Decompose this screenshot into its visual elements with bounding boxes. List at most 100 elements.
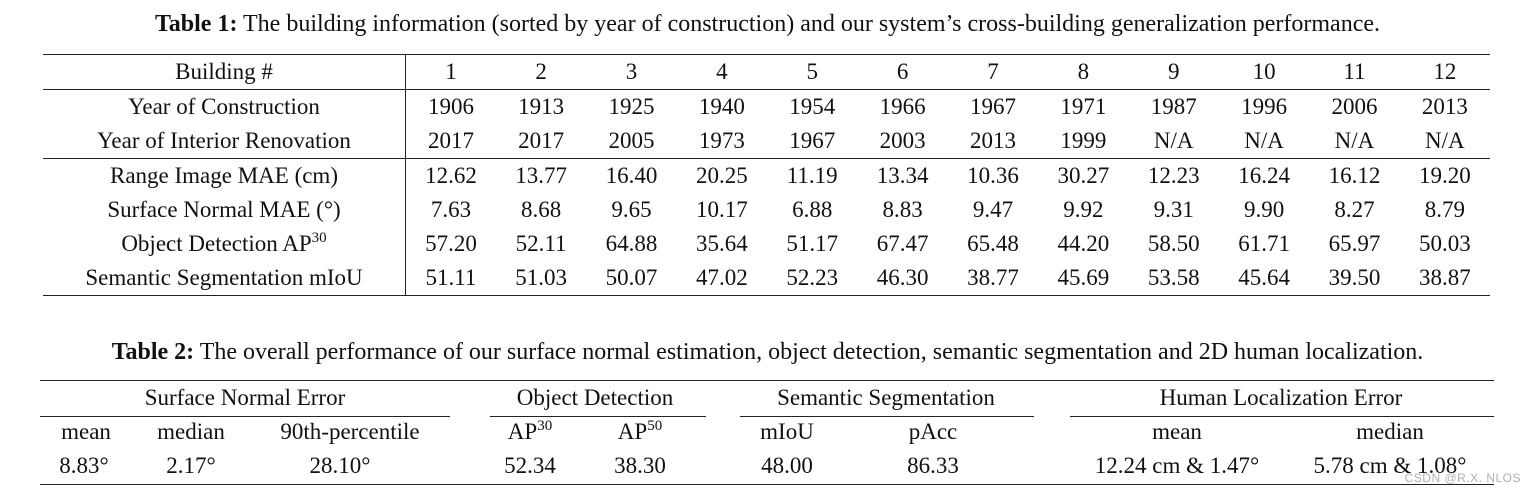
- sub-od-ap50-sup: 50: [647, 418, 663, 434]
- table-cell: 46.30: [857, 261, 948, 296]
- header-building-label: Building #: [43, 54, 406, 90]
- val-od-ap50: 38.30: [614, 453, 666, 478]
- table-cell: 13.77: [495, 158, 587, 193]
- header-building-4: 4: [676, 54, 767, 90]
- table-cell: 53.58: [1128, 261, 1219, 296]
- row-label-text: Range Image MAE (cm): [109, 163, 338, 188]
- header-building-11: 11: [1309, 54, 1400, 90]
- table-cell: 16.24: [1218, 158, 1310, 193]
- header-building-2: 2: [495, 54, 587, 90]
- t2-group-rule-object-detection: [490, 416, 706, 417]
- sub-od-ap30-base: AP: [507, 419, 538, 444]
- val-sn-mean: 8.83°: [59, 453, 109, 478]
- table-cell: 67.47: [876, 231, 929, 256]
- table-cell: 45.69: [1038, 261, 1129, 296]
- table2-caption-label: Table 2:: [111, 339, 195, 365]
- table-cell: 58.50: [1147, 231, 1200, 256]
- table-cell: 9.47: [972, 197, 1014, 222]
- table-cell: 6.88: [792, 197, 833, 222]
- table-cell: 16.40: [586, 158, 677, 193]
- table-row: Object Detection AP30 57.20 52.11 64.88 35.6…: [43, 227, 1490, 261]
- table-cell: 2013: [1421, 94, 1468, 119]
- sub-od-ap30: AP30: [508, 417, 552, 447]
- table1-caption-label: Table 1:: [154, 11, 238, 37]
- group-surface-normal-error: Surface Normal Error: [144, 385, 346, 410]
- table-cell: 61.71: [1238, 231, 1290, 256]
- row-label: Surface Normal MAE (°): [43, 193, 406, 227]
- table-cell: 35.64: [695, 231, 748, 256]
- table-cell: 44.20: [1057, 231, 1110, 256]
- table-row: Surface Normal MAE (°) 7.63 8.68 9.65 10.17 6…: [43, 193, 1490, 227]
- table-cell: 2003: [879, 128, 926, 153]
- table-cell: 2006: [1331, 94, 1378, 119]
- table1-caption-text: The building information (sorted by year…: [237, 11, 1381, 37]
- table-cell: 9.65: [611, 197, 652, 222]
- table-cell: 9.31: [1153, 197, 1194, 222]
- sub-sn-median: median: [157, 419, 225, 444]
- row-label: Object Detection AP30: [43, 227, 406, 261]
- table-cell: 64.88: [605, 231, 658, 256]
- table-cell: 45.64: [1218, 261, 1310, 296]
- val-sn-90th-percentile: 28.10°: [309, 453, 371, 478]
- t2-group-rule-surface-normal: [40, 416, 450, 417]
- sub-od-ap50-base: AP: [617, 419, 648, 444]
- table-row: Year of Construction 1906 1913 1925 1940 1954…: [43, 89, 1490, 124]
- table-cell: 1906: [427, 94, 474, 119]
- table-cell: 20.25: [676, 158, 767, 193]
- row-label: Year of Interior Renovation: [43, 124, 406, 159]
- table-cell: 1996: [1241, 94, 1288, 119]
- group-object-detection: Object Detection: [516, 385, 674, 410]
- t2-bottom-rule: [40, 484, 1494, 485]
- table-cell: 57.20: [425, 231, 477, 256]
- building-info-table: Building #1 2 3 4 5 6 7 8 9 10 11 12 Year of Constru…: [43, 54, 1490, 296]
- row-label-text: Surface Normal MAE (°): [107, 197, 341, 222]
- table-cell: 8.83: [882, 197, 923, 222]
- table-cell: 11.19: [767, 158, 858, 193]
- table-cell: N/A: [1244, 128, 1284, 153]
- table-cell: 51.17: [786, 231, 839, 256]
- t2-top-rule: [40, 380, 1494, 381]
- table-row: Semantic Segmentation mIoU 51.11 51.03 50.0…: [43, 261, 1490, 296]
- sub-ss-pacc: pAcc: [908, 419, 958, 444]
- header-building-7: 7: [947, 54, 1039, 90]
- table-row: Year of Interior Renovation 2017 2017 2005 1…: [43, 124, 1490, 159]
- table-cell: 9.92: [1063, 197, 1104, 222]
- header-building-9: 9: [1128, 54, 1219, 90]
- table-cell: 50.07: [586, 261, 677, 296]
- table-cell: 8.68: [520, 197, 562, 222]
- header-building-1: 1: [405, 54, 496, 90]
- table-cell: 1967: [969, 94, 1016, 119]
- table-cell: 19.20: [1399, 158, 1490, 193]
- table-cell: 52.23: [767, 261, 858, 296]
- table-cell: 1925: [608, 94, 655, 119]
- val-od-ap30: 52.34: [504, 453, 556, 478]
- table1-caption: Table 1: The building information (sorte…: [0, 9, 1535, 39]
- table-cell: 47.02: [676, 261, 767, 296]
- table-cell: N/A: [1153, 128, 1194, 153]
- table-cell: 1999: [1060, 128, 1107, 153]
- row-label: Semantic Segmentation mIoU: [43, 261, 406, 296]
- header-building-5: 5: [767, 54, 858, 90]
- table-cell: 12.23: [1128, 158, 1219, 193]
- table-cell: 9.90: [1243, 197, 1285, 222]
- table-cell: 30.27: [1038, 158, 1129, 193]
- header-building-12: 12: [1399, 54, 1490, 90]
- header-building-6: 6: [857, 54, 948, 90]
- header-building-3: 3: [586, 54, 677, 90]
- row-label: Range Image MAE (cm): [43, 158, 406, 193]
- table-cell: 1966: [879, 94, 926, 119]
- table1-header-row: Building #1 2 3 4 5 6 7 8 9 10 11 12: [43, 54, 1490, 90]
- sub-hl-mean: mean: [1152, 419, 1202, 444]
- sub-hl-median: median: [1356, 419, 1424, 444]
- table-cell: 1971: [1060, 94, 1107, 119]
- table-cell: 38.87: [1399, 261, 1490, 296]
- table-cell: 1954: [789, 94, 836, 119]
- sub-sn-90th-percentile: 90th-percentile: [280, 419, 420, 444]
- table-cell: 65.48: [967, 231, 1019, 256]
- table-cell: 1967: [789, 128, 836, 153]
- table-cell: 38.77: [947, 261, 1039, 296]
- table-cell: 51.03: [495, 261, 587, 296]
- table-cell: 39.50: [1309, 261, 1400, 296]
- t2-group-rule-human-localization: [1070, 416, 1494, 417]
- header-building-8: 8: [1038, 54, 1129, 90]
